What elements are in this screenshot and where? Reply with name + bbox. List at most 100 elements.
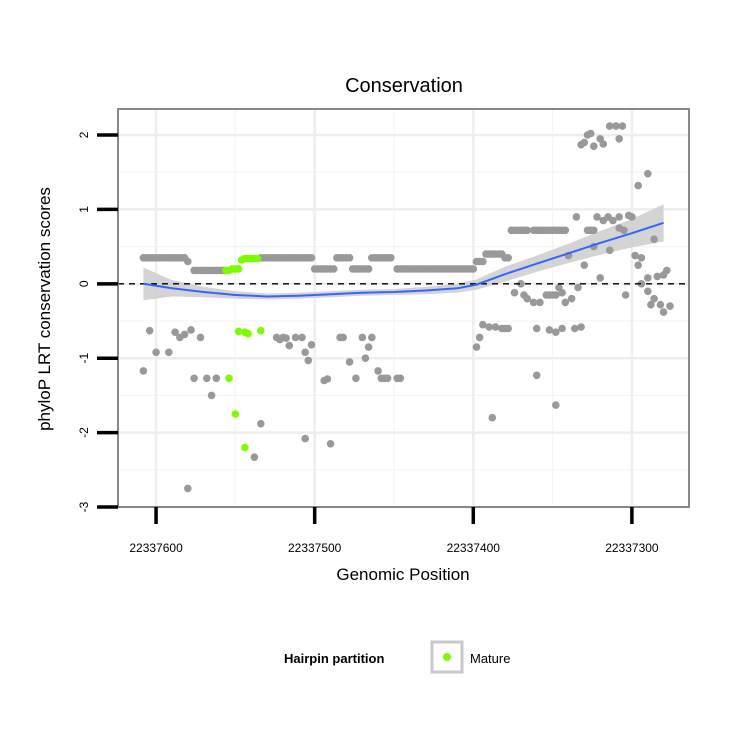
data-point-mature — [244, 329, 252, 338]
smooth-trend-line — [143, 221, 664, 298]
data-point-other — [523, 226, 531, 235]
data-point-other — [165, 348, 173, 357]
data-point-other — [374, 367, 382, 375]
data-point-other — [596, 274, 604, 282]
data-point-other — [615, 213, 623, 221]
data-point-other — [656, 300, 665, 309]
data-point-other — [637, 253, 646, 262]
data-point-other — [145, 326, 154, 335]
data-point-other — [567, 294, 576, 303]
data-point-other — [190, 374, 198, 383]
plot-panel: 22337600 22337500 22337400 22337300 -3 -2 -1 0 1… — [77, 108, 690, 555]
data-point-other — [552, 328, 560, 337]
data-point-other — [615, 135, 623, 143]
data-point-other — [558, 288, 566, 297]
data-point-other — [339, 333, 348, 342]
data-point-other — [323, 375, 332, 383]
data-point-other — [485, 323, 494, 331]
data-point-other — [650, 294, 658, 303]
data-point-other — [282, 334, 290, 342]
data-point-other — [139, 367, 148, 375]
data-point-other — [364, 343, 373, 351]
data-point-other — [469, 265, 478, 273]
data-point-other — [196, 333, 205, 342]
data-point-other — [612, 122, 620, 130]
data-point-other — [552, 401, 560, 409]
data-point-other — [203, 374, 211, 383]
data-point-other — [358, 333, 367, 342]
x-tick-label: 22337400 — [447, 541, 501, 555]
data-point-other — [605, 122, 614, 130]
data-point-other — [307, 341, 316, 349]
data-point-other — [593, 213, 601, 221]
data-point-other — [187, 326, 195, 334]
data-point-mature — [241, 443, 249, 452]
data-point-other — [634, 261, 642, 270]
x-tick-label: 22337300 — [605, 541, 659, 555]
data-point-other — [475, 333, 484, 342]
data-point-other — [285, 341, 294, 350]
data-point-other — [301, 434, 310, 443]
data-point-other — [510, 288, 519, 297]
data-point-other — [488, 413, 497, 422]
panel-background — [118, 109, 689, 507]
data-point-other — [552, 291, 560, 299]
data-point-other — [659, 308, 668, 316]
y-tick-label: 0 — [77, 280, 91, 287]
data-point-other — [561, 298, 570, 307]
data-point-other — [532, 371, 541, 380]
data-point-other — [572, 213, 581, 221]
data-point-other — [184, 484, 192, 493]
data-point-other — [368, 333, 376, 342]
data-point-other — [647, 300, 655, 309]
data-point-other — [504, 324, 512, 333]
data-point-mature — [234, 327, 243, 336]
data-point-other — [637, 280, 646, 288]
data-point-other — [532, 324, 541, 333]
data-point-other — [631, 251, 639, 260]
y-tick-label: -3 — [77, 501, 91, 512]
data-point-other — [580, 261, 589, 270]
x-tick-label: 22337500 — [288, 541, 342, 555]
data-point-other — [361, 354, 370, 363]
data-point-other — [558, 324, 566, 333]
data-point-other — [250, 453, 259, 462]
data-point-other — [352, 374, 360, 383]
data-point-other — [304, 356, 313, 365]
data-point-other — [545, 326, 554, 334]
data-point-other — [523, 294, 531, 303]
data-point-mature — [253, 254, 262, 263]
data-point-other — [561, 226, 570, 235]
data-point-other — [291, 333, 300, 342]
data-point-other — [628, 213, 636, 221]
legend-label-mature: Mature — [470, 651, 510, 666]
legend-key-mature-dot — [443, 653, 451, 661]
data-point-other — [257, 419, 265, 428]
data-point-other — [644, 169, 652, 178]
data-point-other — [599, 140, 608, 148]
data-point-other — [666, 302, 674, 310]
data-point-other — [571, 324, 579, 333]
data-point-other — [644, 287, 652, 296]
data-point-other — [586, 129, 595, 138]
data-point-other — [180, 330, 189, 339]
data-point-other — [621, 291, 630, 299]
data-point-other — [329, 265, 338, 273]
data-point-other — [387, 253, 395, 262]
chart-title: Conservation — [345, 75, 463, 97]
data-point-other — [184, 257, 192, 266]
data-point-other — [479, 320, 487, 329]
data-point-other — [364, 265, 373, 273]
y-tick-label: 2 — [77, 131, 91, 138]
data-point-mature — [234, 265, 243, 273]
data-point-other — [574, 283, 582, 292]
data-point-other — [383, 374, 392, 383]
x-tick-label: 22337600 — [129, 541, 183, 555]
y-tick-label: -1 — [77, 353, 91, 364]
data-point-other — [615, 224, 623, 232]
data-point-other — [653, 272, 662, 281]
data-point-other — [536, 298, 544, 307]
data-point-mature — [231, 410, 240, 418]
data-point-other — [345, 358, 354, 366]
data-point-other — [472, 343, 481, 351]
